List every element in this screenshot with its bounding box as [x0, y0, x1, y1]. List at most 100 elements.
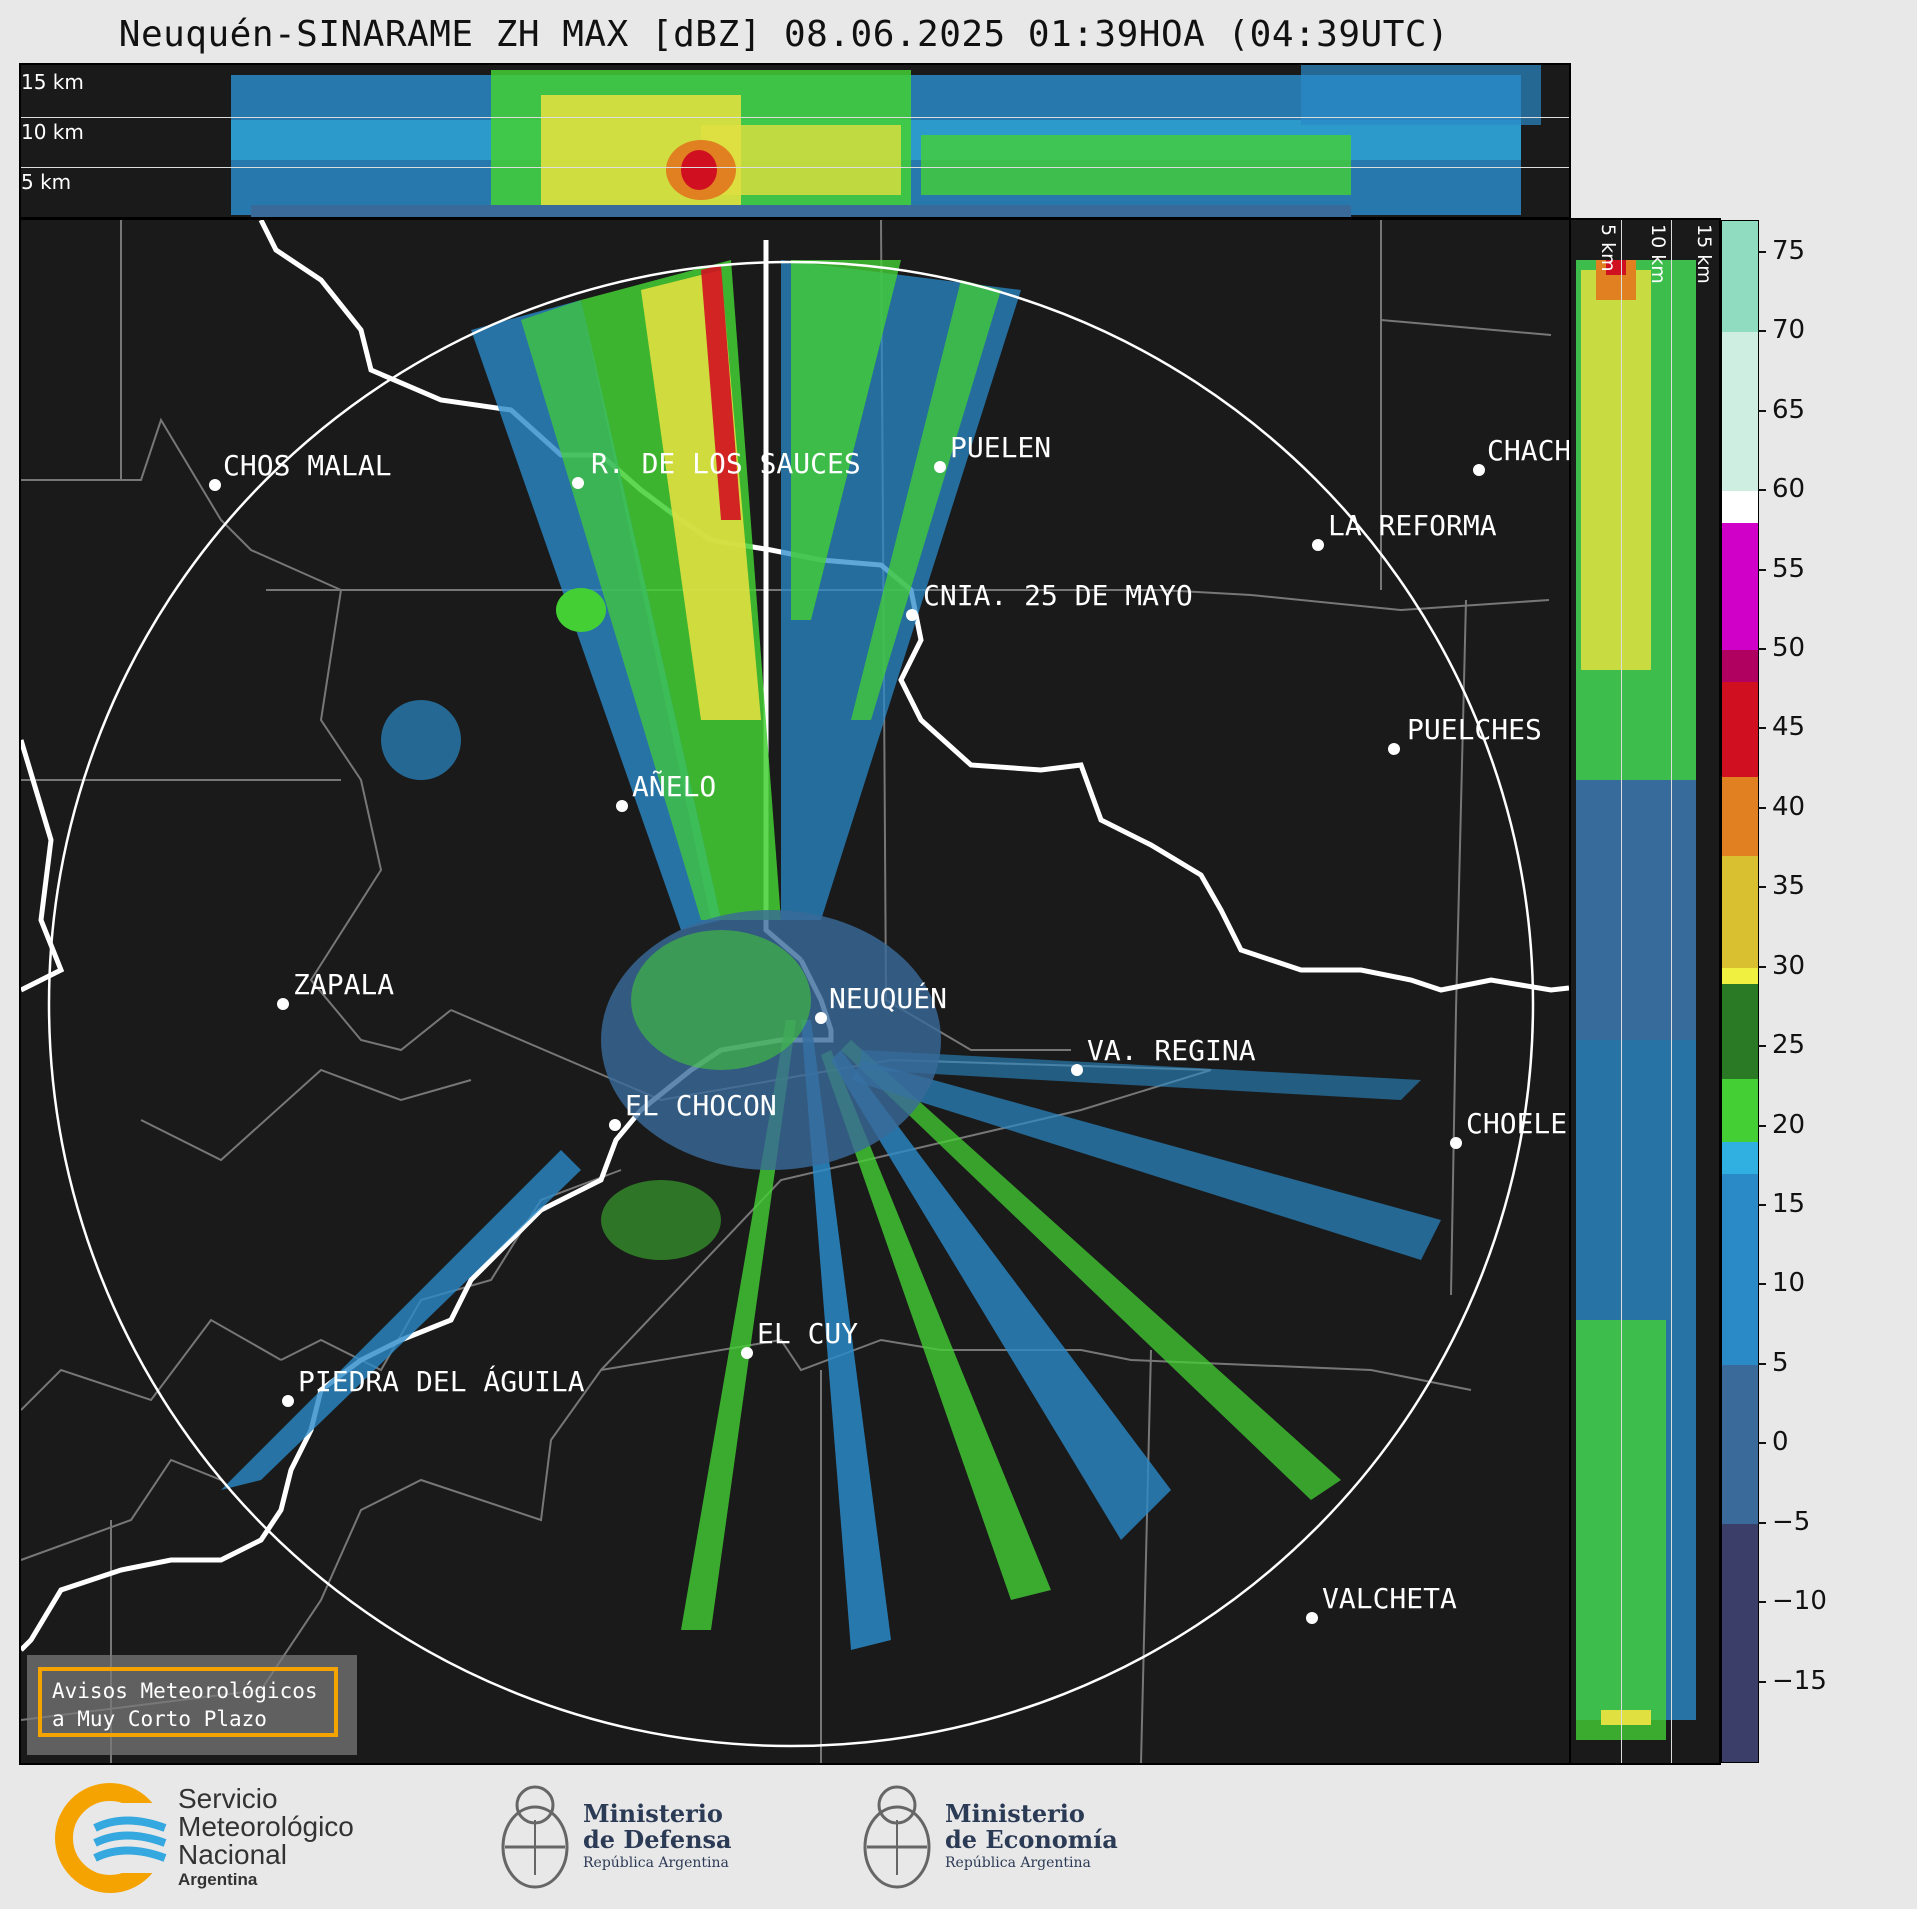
colorbar-tick-mark — [1758, 1442, 1766, 1445]
colorbar-tick-mark — [1758, 1045, 1766, 1048]
colorbar-tick-mark — [1758, 568, 1766, 571]
colorbar-tick-label: 30 — [1772, 950, 1806, 981]
city-label: NEUQUÉN — [829, 981, 947, 1015]
km-label-15: 15 km — [21, 70, 84, 94]
economia-line2: de Economía — [945, 1825, 1118, 1854]
city-label: CHOS MALAL — [223, 449, 392, 482]
side-km-label-5: 5 km — [1597, 224, 1619, 272]
defensa-line2: de Defensa — [583, 1825, 732, 1854]
aviso-inner: Avisos Meteorológicos a Muy Corto Plazo — [38, 1667, 338, 1737]
colorbar-tick-label: 50 — [1772, 632, 1806, 663]
side-km-line-10 — [1671, 220, 1672, 1763]
colorbar-tick-label: 40 — [1772, 791, 1806, 822]
colorbar-tick-label: −15 — [1772, 1665, 1827, 1696]
colorbar-tick-mark — [1758, 1601, 1766, 1604]
city-label: R. DE LOS SAUCES — [591, 447, 861, 480]
km-label-10: 10 km — [21, 120, 84, 144]
city-label: PUELCHES — [1407, 713, 1542, 746]
top-cross-section-panel: 15 km 10 km 5 km — [19, 63, 1571, 219]
coat-of-arms-icon — [501, 1785, 569, 1889]
city-label: CNIA. 25 DE MAYO — [923, 579, 1193, 612]
map-title: Neuquén-SINARAME ZH MAX [dBZ] 08.06.2025… — [118, 14, 1450, 55]
colorbar-tick-label: 70 — [1772, 315, 1806, 346]
city-label: CHACH — [1487, 434, 1569, 467]
economia-logo: Ministerio de Economía República Argenti… — [857, 1775, 1137, 1895]
economia-text: Ministerio de Economía República Argenti… — [945, 1801, 1118, 1873]
economia-line1: Ministerio — [945, 1799, 1085, 1828]
colorbar-tick-mark — [1758, 886, 1766, 889]
boundary-lines — [21, 220, 1552, 1763]
colorbar-band — [1722, 221, 1758, 333]
colorbar-band — [1722, 491, 1758, 523]
colorbar-band — [1722, 983, 1758, 1079]
radar-map-panel: CHOS MALAL R. DE LOS SAUCES PUELEN CHACH… — [19, 218, 1571, 1765]
city-markers: CHOS MALAL R. DE LOS SAUCES PUELEN CHACH… — [209, 431, 1569, 1624]
city-label: EL CHOCON — [625, 1089, 777, 1122]
colorbar-tick-mark — [1758, 250, 1766, 253]
colorbar-tick-label: 35 — [1772, 871, 1806, 902]
side-km-label-10: 10 km — [1647, 224, 1669, 284]
defensa-line3: República Argentina — [583, 1855, 729, 1871]
defensa-line1: Ministerio — [583, 1799, 723, 1828]
colorbar-tick-label: 10 — [1772, 1268, 1806, 1299]
colorbar-tick-label: 75 — [1772, 235, 1806, 266]
km-line-10 — [21, 117, 1569, 118]
colorbar-band — [1722, 1142, 1758, 1175]
dbz-colorbar — [1721, 220, 1759, 1763]
colorbar-tick-mark — [1758, 1203, 1766, 1206]
aviso-box: Avisos Meteorológicos a Muy Corto Plazo — [27, 1655, 357, 1755]
coat-of-arms-icon — [863, 1785, 931, 1889]
city-label: ZAPALA — [293, 968, 394, 1001]
colorbar-band — [1722, 681, 1758, 778]
colorbar-tick-label: 60 — [1772, 474, 1806, 505]
defensa-logo: Ministerio de Defensa República Argentin… — [495, 1775, 755, 1895]
smn-line4: Argentina — [178, 1870, 258, 1889]
city-label: LA REFORMA — [1328, 509, 1497, 542]
colorbar-tick-mark — [1758, 647, 1766, 650]
economia-line3: República Argentina — [945, 1855, 1091, 1871]
aviso-line2: a Muy Corto Plazo — [52, 1707, 267, 1731]
city-label: VA. REGINA — [1087, 1034, 1256, 1067]
smn-emblem-icon — [55, 1783, 175, 1893]
smn-line1: Servicio — [178, 1783, 278, 1814]
top-echo-profile — [231, 65, 1541, 217]
colorbar-band — [1722, 1523, 1758, 1762]
city-label: AÑELO — [632, 769, 716, 803]
colorbar-tick-label: 20 — [1772, 1109, 1806, 1140]
colorbar-band — [1722, 1078, 1758, 1143]
colorbar-tick-label: 55 — [1772, 553, 1806, 584]
colorbar-band — [1722, 332, 1758, 492]
colorbar-tick-mark — [1758, 1521, 1766, 1524]
side-km-line-5 — [1621, 220, 1622, 1763]
colorbar-tick-label: −5 — [1772, 1506, 1811, 1537]
range-ring — [47, 260, 1535, 1748]
colorbar-tick-label: −10 — [1772, 1586, 1827, 1617]
colorbar-tick-mark — [1758, 330, 1766, 333]
colorbar-tick-label: 15 — [1772, 1188, 1806, 1219]
radar-map-svg: CHOS MALAL R. DE LOS SAUCES PUELEN CHACH… — [21, 220, 1569, 1763]
colorbar-tick-mark — [1758, 1362, 1766, 1365]
city-label: EL CUY — [757, 1317, 858, 1350]
side-cross-section-panel: 5 km 10 km 15 km — [1569, 218, 1721, 1765]
km-line-5 — [21, 167, 1569, 168]
colorbar-tick-label: 0 — [1772, 1427, 1789, 1458]
colorbar-tick-label: 45 — [1772, 712, 1806, 743]
colorbar-band — [1722, 1364, 1758, 1524]
colorbar-tick-mark — [1758, 1680, 1766, 1683]
radar-echoes — [221, 260, 1441, 1650]
colorbar-tick-mark — [1758, 489, 1766, 492]
side-km-label-15: 15 km — [1693, 224, 1715, 284]
aviso-line1: Avisos Meteorológicos — [52, 1679, 318, 1703]
colorbar-band — [1722, 967, 1758, 984]
km-label-5: 5 km — [21, 170, 72, 194]
city-label: CHOELE — [1466, 1107, 1567, 1140]
city-label: PIEDRA DEL ÁGUILA — [298, 1364, 585, 1398]
colorbar-tick-mark — [1758, 965, 1766, 968]
colorbar-band — [1722, 777, 1758, 857]
side-echo-profile — [1576, 260, 1696, 1740]
colorbar-tick-mark — [1758, 727, 1766, 730]
smn-logo: Servicio Meteorológico Nacional Argentin… — [55, 1775, 395, 1895]
colorbar-band — [1722, 1174, 1758, 1365]
colorbar-band — [1722, 856, 1758, 968]
city-label: VALCHETA — [1322, 1582, 1457, 1615]
